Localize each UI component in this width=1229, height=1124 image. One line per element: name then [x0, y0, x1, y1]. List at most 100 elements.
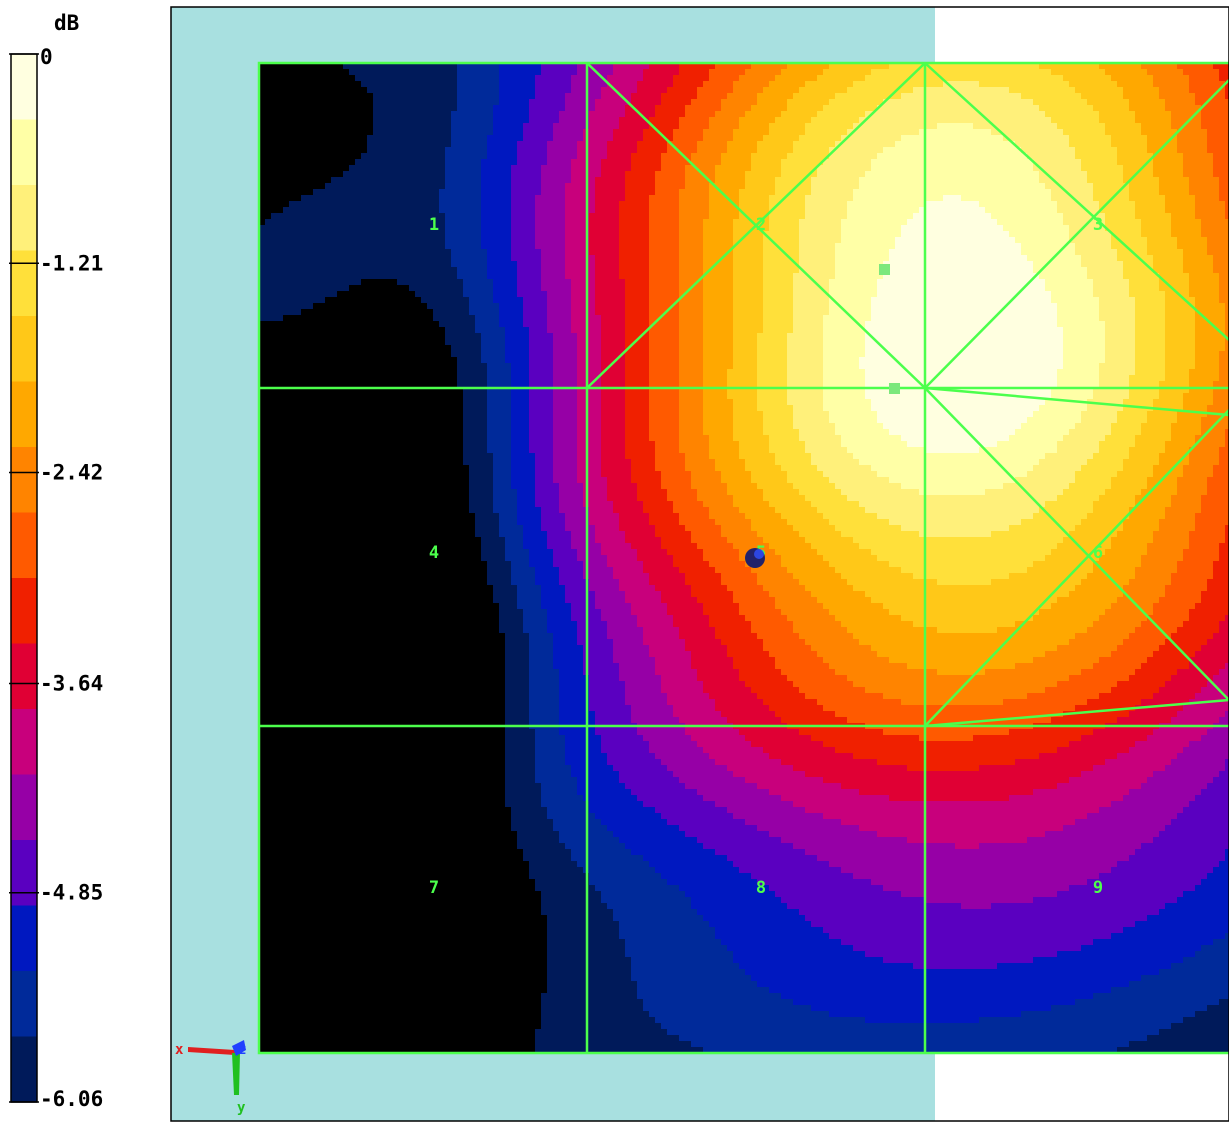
heatmap-cell	[1105, 357, 1136, 364]
heatmap-cell	[781, 555, 824, 562]
heatmap-cell	[535, 885, 596, 892]
heatmap-cell	[1039, 177, 1088, 184]
heatmap-cell	[1123, 795, 1196, 802]
heatmap-cell	[835, 525, 902, 532]
heatmap-cell	[559, 705, 590, 712]
heatmap-cell	[517, 495, 536, 502]
heatmap-cell	[517, 267, 542, 274]
colorbar-band	[11, 54, 37, 121]
heatmap-cell	[1207, 237, 1229, 244]
heatmap-cell	[769, 651, 818, 658]
heatmap-cell	[1147, 915, 1229, 922]
heatmap-cell	[841, 441, 908, 448]
heatmap-cell	[259, 303, 314, 310]
heatmap-cell	[259, 735, 506, 742]
heatmap-cell	[619, 675, 662, 682]
heatmap-cell	[1141, 225, 1172, 232]
heatmap-cell	[703, 129, 734, 136]
heatmap-cell	[439, 189, 482, 196]
heatmap-cell	[649, 303, 680, 310]
heatmap-cell	[625, 447, 656, 454]
heatmap-cell	[769, 705, 824, 712]
heatmap-cell	[565, 213, 590, 220]
heatmap-cell	[1171, 231, 1202, 238]
heatmap-cell	[493, 297, 524, 304]
heatmap-cell	[523, 303, 548, 310]
heatmap-cell	[817, 597, 872, 604]
heatmap-cell	[529, 663, 554, 670]
heatmap-cell	[559, 483, 584, 490]
heatmap-cell	[649, 387, 680, 394]
heatmap-cell	[991, 213, 1064, 220]
heatmap-cell	[1219, 543, 1229, 550]
heatmap-cell	[1021, 93, 1082, 100]
heatmap-cell	[529, 435, 554, 442]
heatmap-cell	[661, 813, 734, 820]
heatmap-cell	[1183, 549, 1220, 556]
heatmap-cell	[625, 279, 650, 286]
heatmap-cell	[907, 837, 1028, 844]
heatmap-cell	[847, 627, 938, 634]
heatmap-cell	[493, 597, 518, 604]
heatmap-cell	[1165, 825, 1229, 832]
heatmap-cell	[775, 453, 812, 460]
heatmap-cell	[259, 165, 350, 172]
heatmap-cell	[643, 735, 692, 742]
heatmap-cell	[649, 225, 680, 232]
heatmap-cell	[805, 693, 884, 700]
heatmap-cell	[1057, 543, 1112, 550]
heatmap-cell	[829, 609, 890, 616]
heatmap-cell	[1135, 741, 1190, 748]
heatmap-cell	[535, 741, 566, 748]
heatmap-cell	[703, 501, 734, 508]
heatmap-cell	[1123, 459, 1160, 466]
heatmap-cell	[457, 105, 494, 112]
heatmap-cell	[829, 561, 890, 568]
heatmap-cell	[721, 477, 752, 484]
heatmap-cell	[1123, 273, 1160, 280]
heatmap-cell	[523, 621, 548, 628]
heatmap-cell	[661, 483, 692, 490]
heatmap-cell	[613, 909, 698, 916]
heatmap-cell	[487, 375, 512, 382]
heatmap-cell	[685, 639, 722, 646]
colorbar-band	[11, 971, 37, 1038]
heatmap-cell	[457, 69, 500, 76]
heatmap-cell	[1153, 603, 1196, 610]
heatmap-cell	[1225, 315, 1229, 322]
heatmap-cell	[757, 399, 788, 406]
heatmap-cell	[511, 207, 536, 214]
heatmap-cell	[259, 75, 356, 82]
heatmap-cell	[535, 1041, 692, 1048]
heatmap-cell	[577, 141, 608, 148]
heatmap-cell	[721, 939, 842, 946]
heatmap-cell	[745, 183, 776, 190]
cell-label: 3	[1093, 215, 1103, 235]
heatmap-cell	[583, 489, 608, 496]
heatmap-cell	[991, 129, 1064, 136]
heatmap-cell	[1099, 495, 1136, 502]
heatmap-cell	[1225, 429, 1229, 436]
heatmap-cell	[901, 525, 1010, 532]
heatmap-cell	[649, 333, 680, 340]
heatmap-cell	[799, 909, 1160, 916]
heatmap-cell	[259, 951, 548, 958]
heatmap-cell	[679, 357, 704, 364]
viewport-frame	[170, 6, 1229, 1122]
heatmap-cell	[535, 231, 566, 238]
heatmap-cell	[823, 375, 866, 382]
heatmap-cell	[757, 387, 788, 394]
heatmap-cell	[535, 81, 572, 88]
heatmap-cell	[1177, 753, 1229, 760]
heatmap-cell	[829, 99, 884, 106]
heatmap-cell	[919, 129, 992, 136]
heatmap-cell	[1159, 519, 1196, 526]
heatmap-cell	[1099, 363, 1136, 370]
heatmap-cell	[679, 399, 704, 406]
heatmap-cell	[577, 339, 602, 346]
heatmap-cell	[769, 543, 812, 550]
heatmap-cell	[577, 351, 602, 358]
heatmap-cell	[463, 411, 488, 418]
heatmap-cell	[613, 69, 644, 76]
heatmap-cell	[751, 519, 788, 526]
